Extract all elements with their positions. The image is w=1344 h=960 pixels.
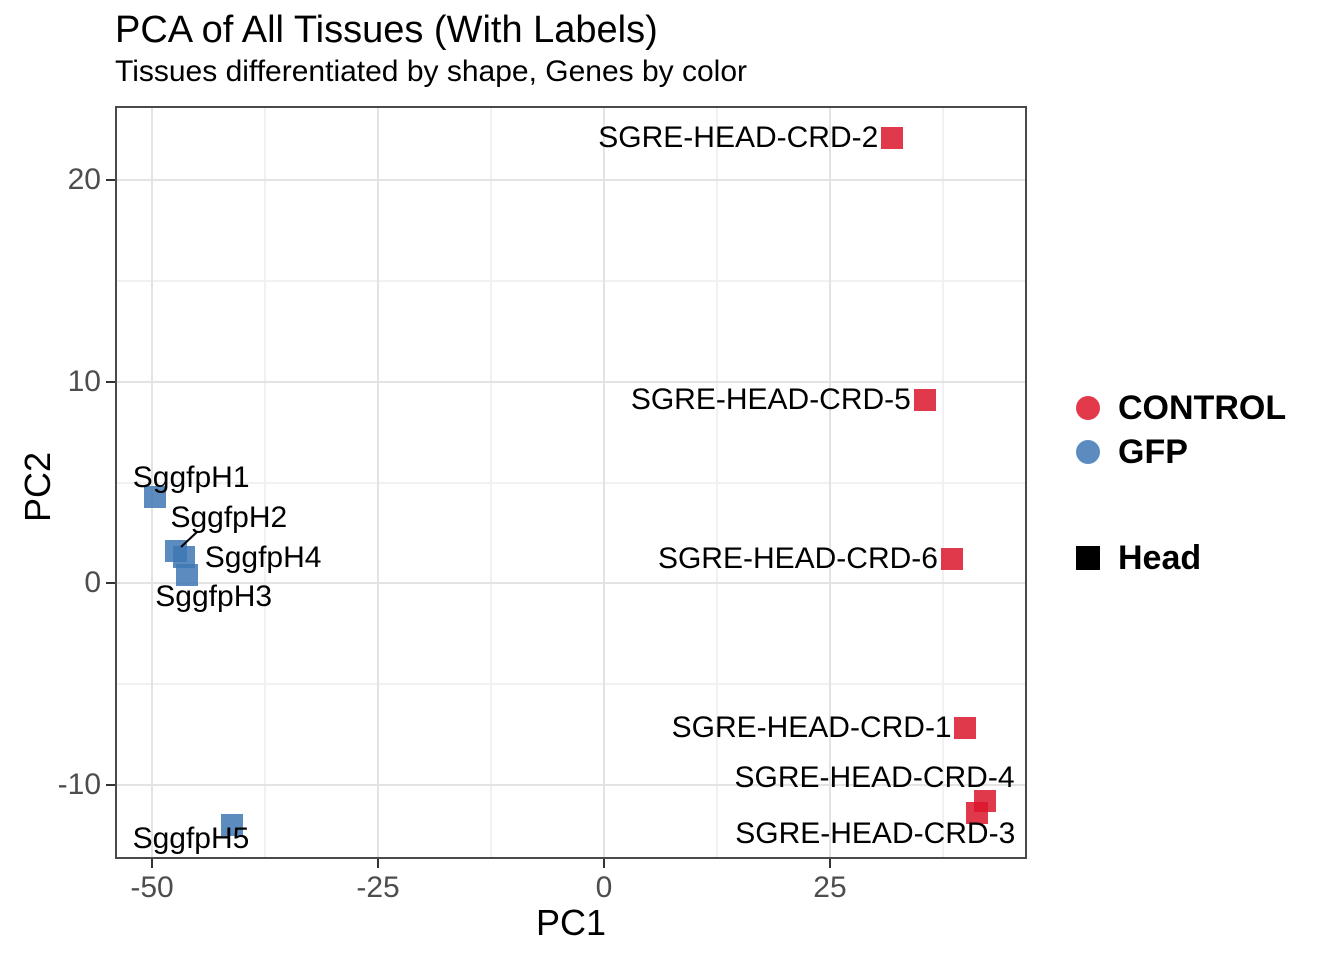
gridline-minor xyxy=(115,682,1027,685)
gridline-major xyxy=(828,106,831,859)
x-tick-label: 0 xyxy=(595,871,613,904)
legend-item-control: CONTROL xyxy=(1076,386,1286,430)
x-axis-tick xyxy=(602,859,605,868)
gridline-major xyxy=(115,783,1027,786)
circle-swatch-icon xyxy=(1076,440,1100,464)
data-point xyxy=(176,564,199,587)
data-point xyxy=(940,548,963,570)
gridline-major xyxy=(115,179,1027,182)
circle-swatch-icon xyxy=(1076,396,1100,420)
gridline-major xyxy=(151,106,154,859)
y-axis-tick xyxy=(106,783,115,786)
data-point xyxy=(220,813,243,836)
y-tick-label: 20 xyxy=(67,163,101,197)
data-point xyxy=(913,388,936,411)
point-label: SGRE-HEAD-CRD-6 xyxy=(657,542,938,575)
point-label: SggfpH1 xyxy=(132,460,250,494)
legend-spacer xyxy=(1076,474,1286,536)
point-label: SggfpH4 xyxy=(204,540,322,574)
point-label: SggfpH5 xyxy=(132,821,250,855)
point-label: SGRE-HEAD-CRD-3 xyxy=(735,816,1016,850)
chart-subtitle: Tissues differentiated by shape, Genes b… xyxy=(115,55,748,88)
x-axis-title: PC1 xyxy=(535,902,607,943)
gridline-major xyxy=(602,106,605,859)
legend-label: GFP xyxy=(1118,432,1188,471)
y-axis-tick xyxy=(106,380,115,383)
y-tick-label: 0 xyxy=(84,566,101,600)
data-point xyxy=(966,801,989,824)
y-axis-tick xyxy=(106,582,115,585)
x-axis-tick xyxy=(151,859,154,868)
plot-panel: SGRE-HEAD-CRD-2 SGRE-HEAD-CRD-5 SGRE-HEAD-… xyxy=(115,106,1027,859)
chart-title: PCA of All Tissues (With Labels) xyxy=(115,9,658,51)
point-label: SggfpH3 xyxy=(155,580,273,614)
x-tick-label: -25 xyxy=(356,871,400,904)
x-tick-label: -50 xyxy=(130,871,174,904)
gridline-major xyxy=(115,380,1027,383)
data-point xyxy=(143,485,166,508)
point-label: SGRE-HEAD-CRD-1 xyxy=(671,711,952,745)
gridline-major xyxy=(115,582,1027,585)
y-axis-tick xyxy=(106,179,115,182)
x-axis-tick xyxy=(828,859,831,868)
legend: CONTROL GFP Head xyxy=(1076,386,1286,580)
legend-item-head: Head xyxy=(1076,536,1286,580)
y-tick-label: -10 xyxy=(57,767,101,801)
square-swatch-icon xyxy=(1076,546,1100,570)
legend-item-gfp: GFP xyxy=(1076,430,1286,474)
x-tick-label: 25 xyxy=(813,871,847,904)
data-point xyxy=(881,127,904,150)
gridline-major xyxy=(377,106,380,859)
y-tick-label: 10 xyxy=(67,364,101,398)
legend-label: Head xyxy=(1118,538,1202,577)
gridline-minor xyxy=(115,481,1027,484)
legend-label: CONTROL xyxy=(1118,388,1287,427)
data-point xyxy=(953,717,976,740)
y-axis-title: PC2 xyxy=(17,451,58,523)
x-axis-tick xyxy=(377,859,380,868)
label-leader-line xyxy=(180,531,198,548)
point-label: SGRE-HEAD-CRD-5 xyxy=(630,382,911,416)
gridline-minor xyxy=(115,280,1027,283)
data-point xyxy=(172,545,195,568)
point-label: SggfpH2 xyxy=(170,500,288,534)
point-label: SGRE-HEAD-CRD-4 xyxy=(734,760,1015,794)
point-label: SGRE-HEAD-CRD-2 xyxy=(598,121,879,155)
